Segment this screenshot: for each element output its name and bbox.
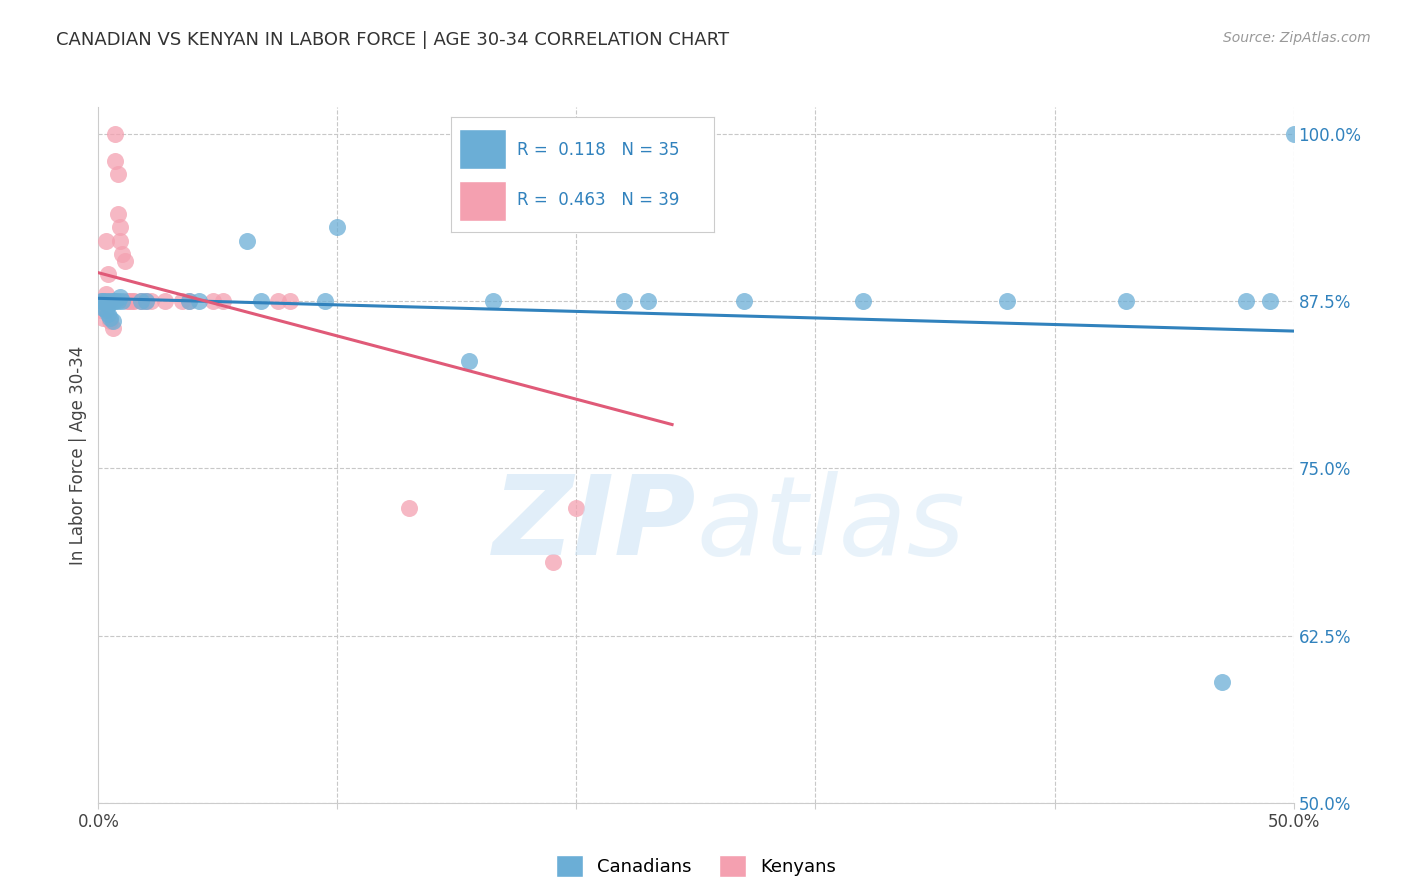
Point bbox=[98, 294, 122, 309]
Point bbox=[661, 127, 683, 141]
Point bbox=[267, 294, 290, 309]
Point bbox=[101, 314, 124, 328]
Point bbox=[155, 294, 177, 309]
Point bbox=[90, 294, 112, 309]
Point bbox=[90, 294, 112, 309]
Legend: Canadians, Kenyans: Canadians, Kenyans bbox=[548, 847, 844, 884]
Point bbox=[1234, 294, 1257, 309]
Point bbox=[326, 220, 349, 235]
Point bbox=[104, 127, 127, 141]
Point bbox=[107, 207, 129, 221]
Point bbox=[94, 294, 117, 309]
Point bbox=[1211, 675, 1233, 690]
Y-axis label: In Labor Force | Age 30-34: In Labor Force | Age 30-34 bbox=[69, 345, 87, 565]
Point bbox=[211, 294, 233, 309]
Point bbox=[172, 294, 194, 309]
Point bbox=[481, 294, 505, 309]
Point bbox=[97, 268, 120, 282]
Point bbox=[94, 234, 117, 248]
Point bbox=[91, 294, 114, 309]
Point bbox=[1258, 294, 1281, 309]
Point bbox=[115, 294, 138, 309]
Point bbox=[104, 153, 127, 168]
Point bbox=[98, 314, 122, 328]
Point bbox=[91, 294, 114, 309]
Point bbox=[124, 294, 146, 309]
Point bbox=[97, 294, 120, 309]
Point bbox=[187, 294, 209, 309]
Point bbox=[101, 294, 124, 309]
Point bbox=[108, 234, 131, 248]
Point bbox=[118, 294, 141, 309]
Point bbox=[111, 294, 134, 309]
Point bbox=[131, 294, 153, 309]
Point bbox=[541, 555, 564, 569]
Point bbox=[94, 294, 117, 309]
Point bbox=[101, 321, 124, 335]
Point bbox=[108, 220, 131, 235]
Text: ZIP: ZIP bbox=[492, 471, 696, 578]
Point bbox=[107, 167, 129, 181]
Point bbox=[107, 294, 129, 309]
Point bbox=[613, 294, 636, 309]
Point bbox=[565, 501, 588, 516]
Point bbox=[97, 307, 120, 321]
Point bbox=[250, 294, 273, 309]
Point bbox=[94, 303, 117, 318]
Point bbox=[1115, 294, 1137, 309]
Point bbox=[94, 287, 117, 301]
Point bbox=[315, 294, 337, 309]
Point bbox=[90, 303, 112, 318]
Point bbox=[202, 294, 225, 309]
Point bbox=[111, 247, 134, 261]
Point bbox=[135, 294, 157, 309]
Point bbox=[108, 290, 131, 304]
Text: CANADIAN VS KENYAN IN LABOR FORCE | AGE 30-34 CORRELATION CHART: CANADIAN VS KENYAN IN LABOR FORCE | AGE … bbox=[56, 31, 730, 49]
Point bbox=[179, 294, 201, 309]
Point bbox=[733, 294, 755, 309]
Point bbox=[278, 294, 301, 309]
Point bbox=[114, 253, 136, 268]
Point bbox=[1282, 127, 1305, 141]
Point bbox=[131, 294, 153, 309]
Point bbox=[398, 501, 420, 516]
Point bbox=[139, 294, 162, 309]
Point bbox=[995, 294, 1018, 309]
Point bbox=[135, 294, 157, 309]
Point bbox=[637, 294, 659, 309]
Point bbox=[104, 294, 127, 309]
Text: Source: ZipAtlas.com: Source: ZipAtlas.com bbox=[1223, 31, 1371, 45]
Point bbox=[91, 301, 114, 315]
Point bbox=[101, 294, 124, 309]
Point bbox=[458, 354, 481, 368]
Point bbox=[121, 294, 143, 309]
Point bbox=[852, 294, 875, 309]
Point bbox=[179, 294, 201, 309]
Point bbox=[97, 298, 120, 312]
Point bbox=[91, 311, 114, 326]
Point bbox=[98, 294, 122, 309]
Point bbox=[98, 311, 122, 326]
Point bbox=[235, 234, 257, 248]
Text: atlas: atlas bbox=[696, 471, 965, 578]
